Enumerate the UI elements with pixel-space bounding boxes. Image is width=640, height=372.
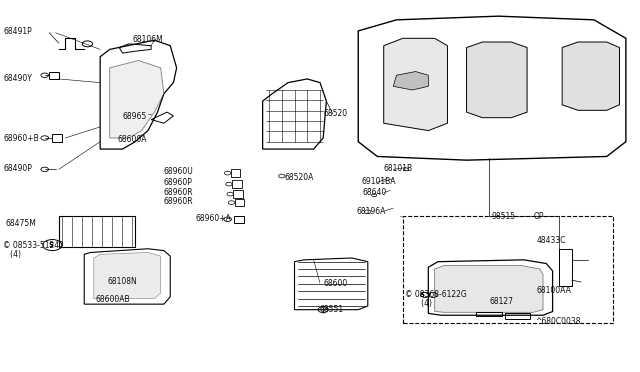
Text: 68490Y: 68490Y bbox=[3, 74, 32, 83]
Text: 68551: 68551 bbox=[320, 305, 344, 314]
Text: 69101BA: 69101BA bbox=[362, 177, 396, 186]
Text: 68600AB: 68600AB bbox=[96, 295, 131, 304]
Text: 68520A: 68520A bbox=[285, 173, 314, 182]
Text: 68101B: 68101B bbox=[384, 164, 413, 173]
Text: S: S bbox=[49, 242, 54, 248]
Text: 68491P: 68491P bbox=[3, 27, 32, 36]
Text: 68600A: 68600A bbox=[117, 135, 147, 144]
Text: 68108N: 68108N bbox=[108, 278, 138, 286]
Text: (4): (4) bbox=[414, 299, 432, 308]
Text: 68106M: 68106M bbox=[132, 35, 163, 44]
Text: 68490P: 68490P bbox=[3, 164, 32, 173]
Polygon shape bbox=[109, 61, 164, 138]
Polygon shape bbox=[435, 265, 543, 312]
Text: 48433C: 48433C bbox=[537, 236, 566, 245]
Polygon shape bbox=[467, 42, 527, 118]
Text: 68127: 68127 bbox=[490, 297, 513, 306]
Polygon shape bbox=[394, 71, 428, 90]
Text: 68520: 68520 bbox=[324, 109, 348, 118]
Text: 68960+A: 68960+A bbox=[196, 214, 232, 223]
Text: 68640: 68640 bbox=[363, 188, 387, 197]
Text: 68196A: 68196A bbox=[356, 206, 386, 216]
Text: ^680C0038: ^680C0038 bbox=[536, 317, 581, 326]
Text: OP: OP bbox=[534, 212, 544, 221]
Text: 68960U: 68960U bbox=[164, 167, 194, 176]
Text: 68960+B: 68960+B bbox=[3, 134, 39, 142]
Text: S: S bbox=[419, 292, 424, 298]
Bar bbox=[59, 215, 135, 247]
Text: 68475M: 68475M bbox=[6, 219, 36, 228]
Text: 68960P: 68960P bbox=[164, 178, 193, 187]
Text: 98515: 98515 bbox=[492, 212, 516, 221]
Bar bbox=[403, 215, 613, 323]
Text: 68960R: 68960R bbox=[164, 188, 193, 197]
Text: © 08533-51242: © 08533-51242 bbox=[3, 241, 64, 250]
Polygon shape bbox=[562, 42, 620, 110]
Text: © 08368-6122G: © 08368-6122G bbox=[404, 290, 467, 299]
Text: 68960R: 68960R bbox=[164, 197, 193, 206]
Text: 68965: 68965 bbox=[122, 112, 147, 121]
Text: (4): (4) bbox=[3, 250, 21, 259]
Polygon shape bbox=[384, 38, 447, 131]
Polygon shape bbox=[94, 253, 161, 299]
Text: 68600: 68600 bbox=[324, 279, 348, 288]
Text: 68100AA: 68100AA bbox=[537, 286, 572, 295]
